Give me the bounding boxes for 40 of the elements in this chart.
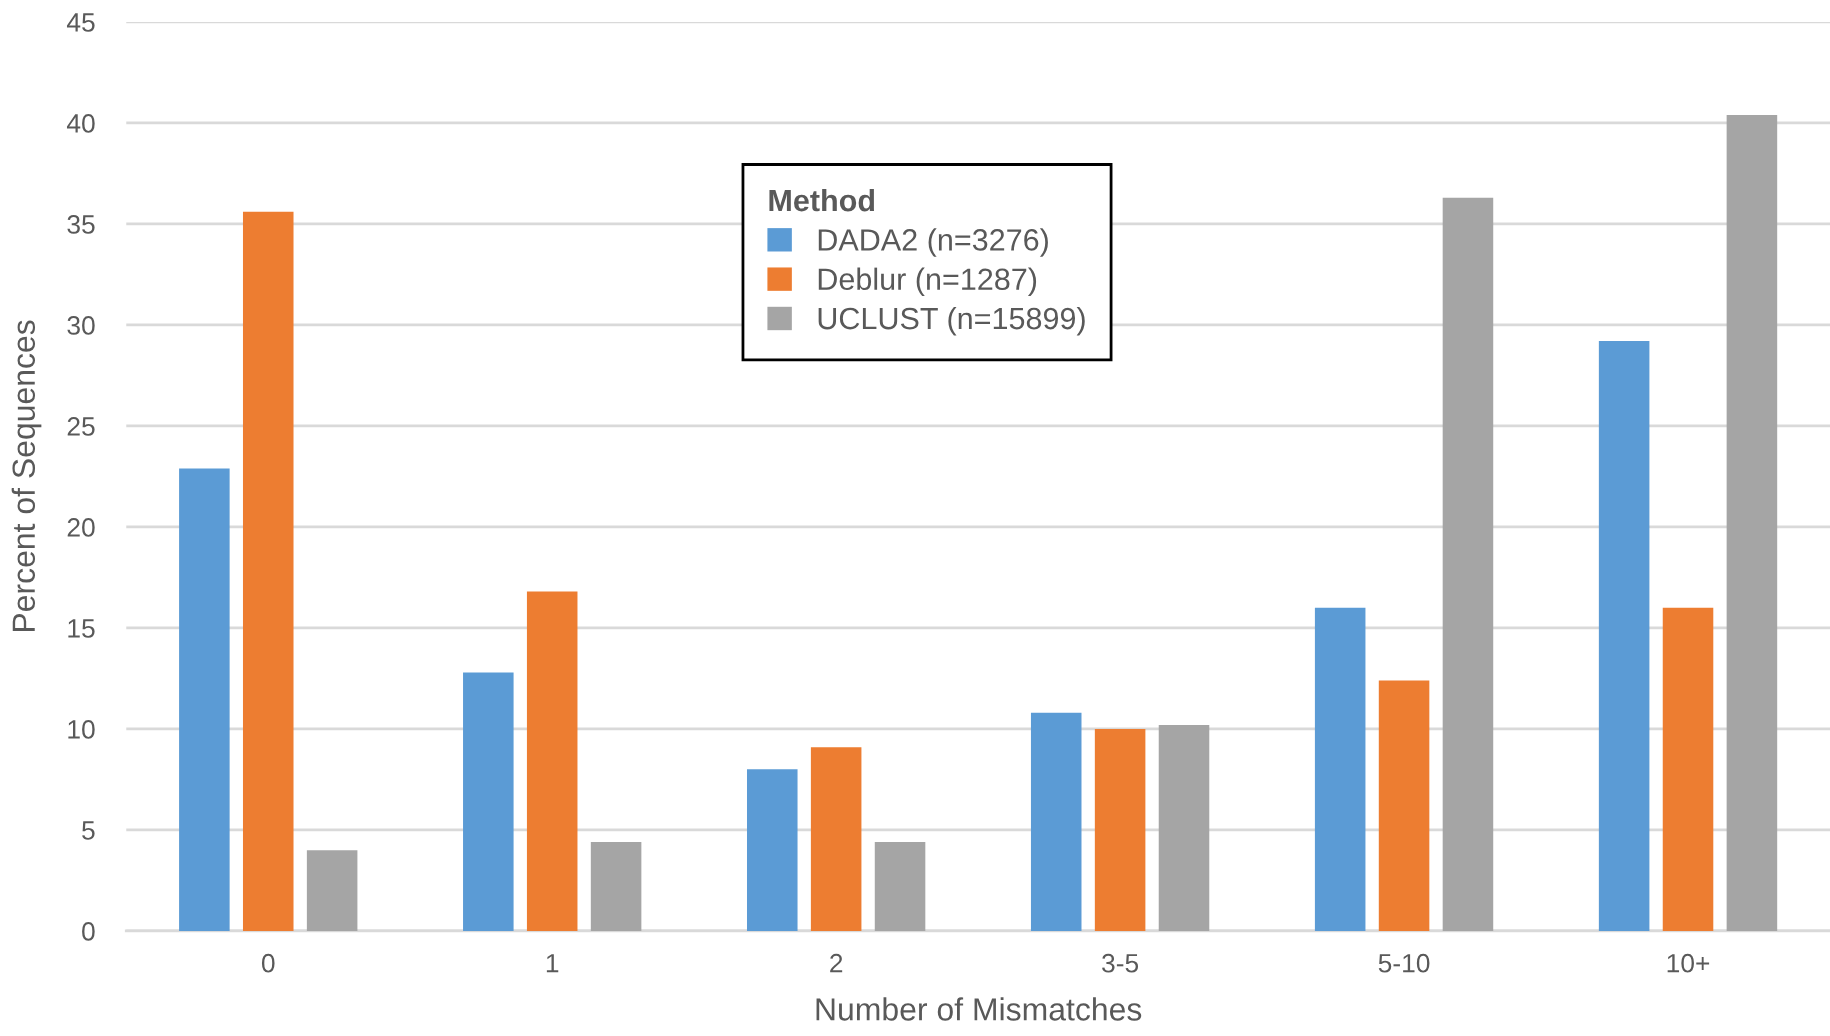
y-tick-label: 0 — [82, 922, 95, 941]
bar — [1094, 728, 1146, 931]
bar — [179, 468, 230, 931]
x-tick-label: 5-10 — [1378, 953, 1430, 973]
y-tick-label: 30 — [67, 316, 95, 335]
bar — [1378, 680, 1430, 931]
y-tick-label: 25 — [67, 417, 95, 436]
bar — [1726, 114, 1778, 931]
bar — [463, 672, 514, 931]
bar — [1030, 712, 1082, 931]
bar — [1158, 724, 1210, 931]
y-tick-label: 15 — [68, 619, 95, 638]
y-tick-label: 10 — [68, 720, 95, 739]
y-axis-title: Percent of Sequences — [11, 320, 42, 631]
x-tick-label: 1 — [546, 954, 559, 973]
bar — [590, 842, 642, 931]
legend-title: Method — [769, 188, 875, 212]
bar — [747, 769, 798, 931]
x-tick-label: 3-5 — [1102, 953, 1139, 973]
bar — [1442, 197, 1494, 931]
legend-label: Deblur (n=1287) — [818, 267, 1037, 297]
x-tick-label: 10+ — [1667, 953, 1710, 973]
bar — [810, 747, 862, 931]
y-tick-label: 35 — [67, 215, 95, 234]
bar — [526, 591, 578, 931]
y-tick-label: 40 — [66, 114, 95, 133]
y-tick-label: 45 — [66, 13, 95, 32]
bar — [1662, 607, 1714, 931]
x-tick-label: 2 — [830, 953, 843, 973]
bar — [242, 211, 294, 931]
bar — [874, 842, 926, 931]
legend-label: UCLUST (n=15899) — [818, 306, 1085, 336]
legend-label: DADA2 (n=3276) — [818, 228, 1048, 257]
bar — [306, 850, 358, 931]
bar — [1314, 607, 1366, 931]
y-tick-label: 5 — [82, 821, 95, 840]
y-tick-label: 20 — [67, 518, 95, 537]
x-axis-title: Number of Mismatches — [816, 997, 1142, 1021]
bar — [1598, 341, 1650, 931]
x-tick-label: 0 — [261, 953, 275, 973]
